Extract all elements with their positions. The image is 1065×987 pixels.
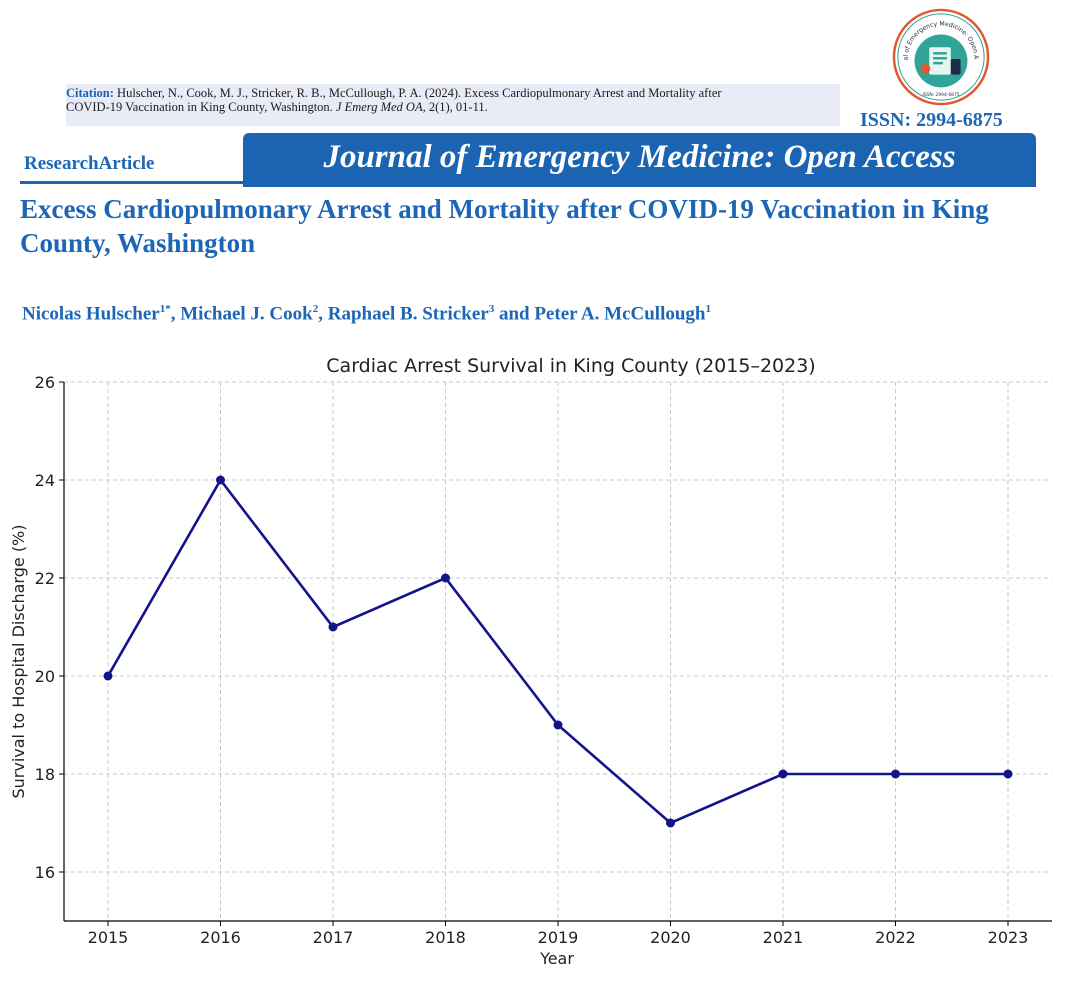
author-separator: , xyxy=(170,303,181,325)
article-type-rule xyxy=(20,181,252,184)
data-point xyxy=(328,622,338,632)
y-tick-label: 20 xyxy=(35,667,55,686)
citation: Citation: Hulscher, N., Cook, M. J., Str… xyxy=(66,86,846,114)
y-tick-label: 18 xyxy=(35,765,55,784)
citation-line1: Hulscher, N., Cook, M. J., Stricker, R. … xyxy=(117,86,722,100)
author-affiliation: 2 xyxy=(312,303,319,315)
chart-title: Cardiac Arrest Survival in King County (… xyxy=(326,355,815,377)
author-name: Nicolas Hulscher xyxy=(22,303,160,325)
y-tick-label: 26 xyxy=(35,373,55,392)
x-tick-label: 2017 xyxy=(313,928,354,947)
issn: ISSN: 2994-6875 xyxy=(860,109,1003,131)
article-type: ResearchArticle xyxy=(24,153,155,174)
data-point xyxy=(666,818,675,828)
author-list: Nicolas Hulscher1*, Michael J. Cook2, Ra… xyxy=(22,303,711,325)
x-tick-label: 2019 xyxy=(538,928,579,947)
journal-banner: Journal of Emergency Medicine: Open Acce… xyxy=(243,133,1036,187)
logo-issn: ISSN: 2994-6875 xyxy=(922,92,959,98)
x-axis-label: Year xyxy=(539,949,574,968)
y-axis-label: Survival to Hospital Discharge (%) xyxy=(9,524,28,798)
data-point xyxy=(216,475,225,485)
author-name: Michael J. Cook xyxy=(180,303,313,325)
author-name: Peter A. McCullough xyxy=(534,303,706,325)
x-tick-label: 2022 xyxy=(875,928,916,947)
data-point xyxy=(103,671,113,681)
citation-box xyxy=(66,84,840,126)
data-point xyxy=(1003,769,1013,779)
author-separator: and xyxy=(494,303,535,325)
chart-container: 16 18 20 22 24 26 2015 2016 2017 2018 2019 2020 2021… xyxy=(0,340,1065,982)
author-affiliation: 1 xyxy=(705,303,712,315)
data-point xyxy=(553,720,563,730)
citation-journal: J Emerg Med OA, xyxy=(335,100,426,114)
paper-title: Excess Cardiopulmonary Arrest and Mortal… xyxy=(20,194,989,258)
x-tick-label: 2015 xyxy=(88,928,129,947)
x-tick-label: 2020 xyxy=(650,928,691,947)
y-tick-label: 16 xyxy=(35,863,55,882)
article-header: Citation: Hulscher, N., Cook, M. J., Str… xyxy=(0,0,1065,330)
citation-volume: 2(1), 01-11. xyxy=(428,100,488,114)
journal-logo: Journal of Emergency Medicine: Open Acce… xyxy=(892,8,990,106)
y-tick-label: 24 xyxy=(35,471,55,490)
author-separator: , xyxy=(318,303,328,325)
author-affiliation: 1* xyxy=(159,303,171,315)
x-tick-label: 2018 xyxy=(425,928,466,947)
author-affiliation: 3 xyxy=(488,303,495,315)
data-point xyxy=(891,769,900,779)
data-point xyxy=(441,573,450,583)
author-name: Raphael B. Stricker xyxy=(327,303,489,325)
x-tick-label: 2021 xyxy=(763,928,804,947)
citation-line2: COVID-19 Vaccination in King County, Was… xyxy=(66,100,333,114)
x-tick-label: 2023 xyxy=(988,928,1029,947)
journal-title: Journal of Emergency Medicine: Open Acce… xyxy=(323,139,956,175)
citation-label: Citation: xyxy=(66,86,114,100)
y-tick-label: 22 xyxy=(35,569,55,588)
data-point xyxy=(778,769,788,779)
x-tick-label: 2016 xyxy=(200,928,241,947)
